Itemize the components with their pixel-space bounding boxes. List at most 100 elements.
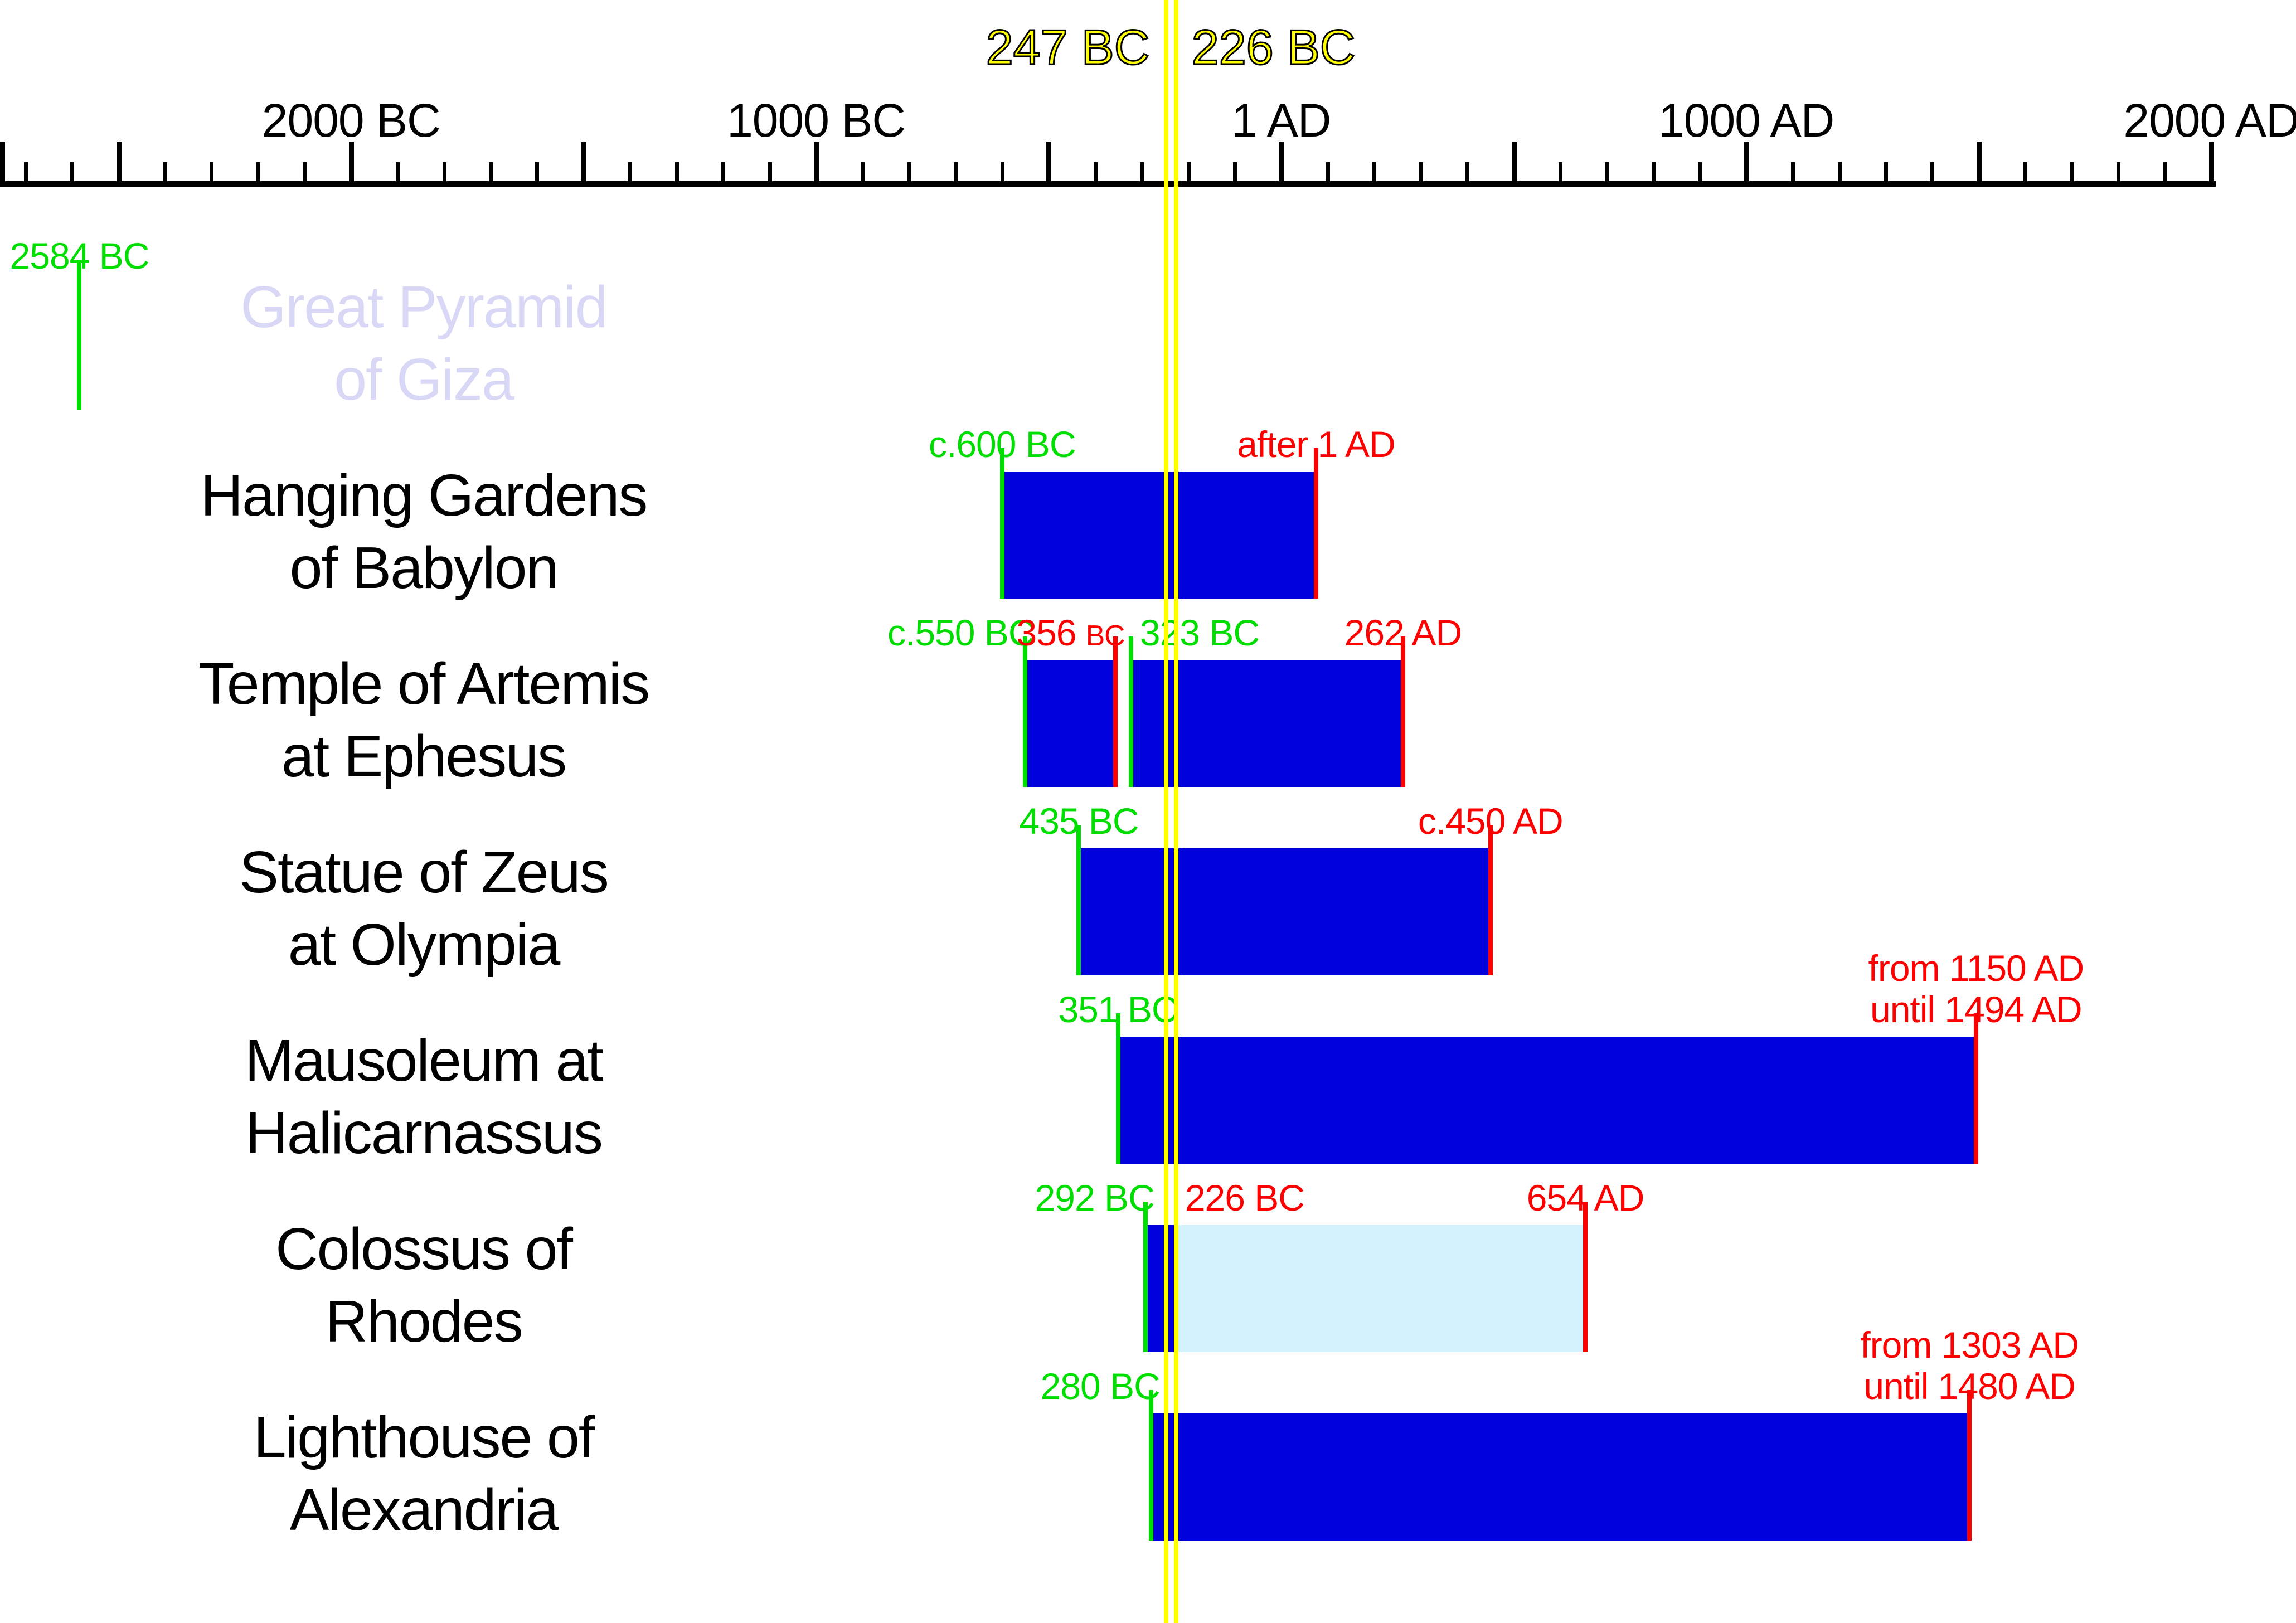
date-label-line: 356 BC [1016, 612, 1125, 653]
date-label-line: from 1303 AD [1860, 1324, 2079, 1366]
destroyed-date-label: c.450 AD [1279, 800, 1702, 842]
timeline-bar-segment [1176, 1225, 1585, 1352]
wonder-name-line: of Babylon [289, 535, 559, 601]
timeline-bar-segment [1151, 1413, 1970, 1541]
built-date-label: 2584 BC [0, 235, 292, 276]
axis-minor-tick [1465, 162, 1470, 187]
destroyed-marker-line [1973, 1013, 1978, 1164]
wonder-name-line: Great Pyramid [240, 274, 608, 340]
axis-major-tick [116, 142, 122, 187]
axis-tick-label: 1000 AD [1658, 94, 1834, 147]
built-date-label: 280 BC [736, 1366, 1161, 1407]
wonder-name-line: Statue of Zeus [239, 839, 609, 905]
destroyed-marker-line [1967, 1390, 1972, 1541]
built-date-label: c.550 BC [610, 612, 1035, 653]
axis-major-tick [1279, 142, 1284, 187]
highlight-year-line [1173, 0, 1178, 1623]
wonder-name-line: Alexandria [289, 1477, 559, 1543]
built-date-label: 435 BC [867, 800, 1290, 842]
destroyed-date-label: from 1303 AD until 1480 AD [1758, 1324, 2181, 1407]
axis-major-tick [2209, 142, 2214, 187]
date-label-line: 323 BC [1139, 612, 1260, 653]
wonder-name-line: at Ephesus [281, 723, 567, 789]
axis-minor-tick [396, 162, 400, 187]
date-label-line: 351 BC [1058, 989, 1178, 1030]
axis-minor-tick [628, 162, 633, 187]
date-label-line: 262 AD [1344, 612, 1463, 653]
date-label-line: from 1150 AD [1868, 947, 2085, 989]
axis-minor-tick [1837, 162, 1842, 187]
axis-minor-tick [210, 162, 214, 187]
axis-minor-tick [1930, 162, 1935, 187]
destroyed-marker-line [1583, 1202, 1588, 1352]
wonder-name-line: Mausoleum at [245, 1028, 604, 1094]
date-label-suffix: BC [1085, 619, 1125, 652]
wonder-name-line: at Olympia [288, 912, 561, 978]
built-date-label: c.600 BC [790, 424, 1214, 465]
destroyed-marker-line [1400, 636, 1405, 787]
built-marker-line [1128, 636, 1133, 787]
destroyed-date-label: 356 BC [701, 612, 1125, 656]
timeline-bar-segment [1079, 848, 1491, 975]
axis-major-tick [1511, 142, 1517, 187]
built-marker-line [1023, 636, 1028, 787]
timeline-bar-segment [1002, 472, 1316, 599]
axis-minor-tick [1000, 162, 1004, 187]
wonder-name-label: Great Pyramid of Giza [33, 271, 814, 416]
axis-minor-tick [1232, 162, 1237, 187]
date-label-line: after 1 AD [1237, 424, 1396, 465]
built-marker-line [1148, 1390, 1153, 1541]
destroyed-date-label: from 1150 AD until 1494 AD [1764, 947, 2188, 1030]
axis-tick-label: 2000 BC [261, 94, 441, 147]
axis-minor-tick [442, 162, 446, 187]
axis-minor-tick [1093, 162, 1098, 187]
axis-minor-tick [489, 162, 493, 187]
date-label-line: 654 AD [1526, 1177, 1645, 1218]
date-label-line: until 1480 AD [1863, 1366, 2076, 1407]
axis-minor-tick [1605, 162, 1609, 187]
axis-major-tick [581, 142, 586, 187]
axis-major-tick [814, 142, 819, 187]
date-label-line: c.600 BC [929, 424, 1076, 465]
axis-minor-tick [2117, 162, 2121, 187]
wonder-name-label: Hanging Gardens of Babylon [33, 459, 814, 604]
axis-tick-label: 1000 BC [727, 94, 906, 147]
axis-minor-tick [70, 162, 75, 187]
axis-major-tick [1744, 142, 1749, 187]
timeline-bar-segment [1118, 1037, 1976, 1164]
built-date-label: 292 BC [731, 1177, 1155, 1218]
axis-minor-tick [674, 162, 679, 187]
axis-minor-tick [535, 162, 540, 187]
wonder-name-label: Colossus of Rhodes [33, 1213, 814, 1358]
axis-minor-tick [1326, 162, 1330, 187]
date-label-line: until 1494 AD [1870, 989, 2083, 1030]
axis-major-tick [348, 142, 354, 187]
date-label-line: 292 BC [1035, 1177, 1155, 1218]
axis-major-tick [0, 142, 5, 187]
destroyed-marker-line [1113, 636, 1118, 787]
built-marker-line [1076, 825, 1081, 975]
timeline-bar-segment [1025, 660, 1116, 787]
axis-minor-tick [1558, 162, 1562, 187]
date-label-line: c.550 BC [887, 612, 1035, 653]
date-label-line: c.450 AD [1418, 800, 1564, 842]
axis-minor-tick [1186, 162, 1191, 187]
wonder-name-label: Lighthouse of Alexandria [33, 1401, 814, 1546]
destroyed-date-label: 262 AD [1191, 612, 1615, 653]
timeline-bar-segment [1145, 1225, 1176, 1352]
axis-tick-label: 1 AD [1231, 94, 1331, 147]
wonder-name-line: Temple of Artemis [198, 651, 650, 717]
axis-minor-tick [721, 162, 726, 187]
destroyed-marker-line [1313, 448, 1318, 599]
wonder-name-line: Hanging Gardens [200, 463, 648, 528]
axis-minor-tick [1791, 162, 1795, 187]
date-label-line: 226 BC [1185, 1177, 1305, 1218]
destroyed-date-label: after 1 AD [1104, 424, 1528, 465]
axis-minor-tick [1419, 162, 1423, 187]
wonder-name-label: Statue of Zeus at Olympia [33, 836, 814, 981]
date-label-line: 280 BC [1040, 1366, 1161, 1407]
destroyed-date-label: 654 AD [1373, 1177, 1797, 1218]
wonder-name-label: Temple of Artemis at Ephesus [33, 648, 814, 793]
